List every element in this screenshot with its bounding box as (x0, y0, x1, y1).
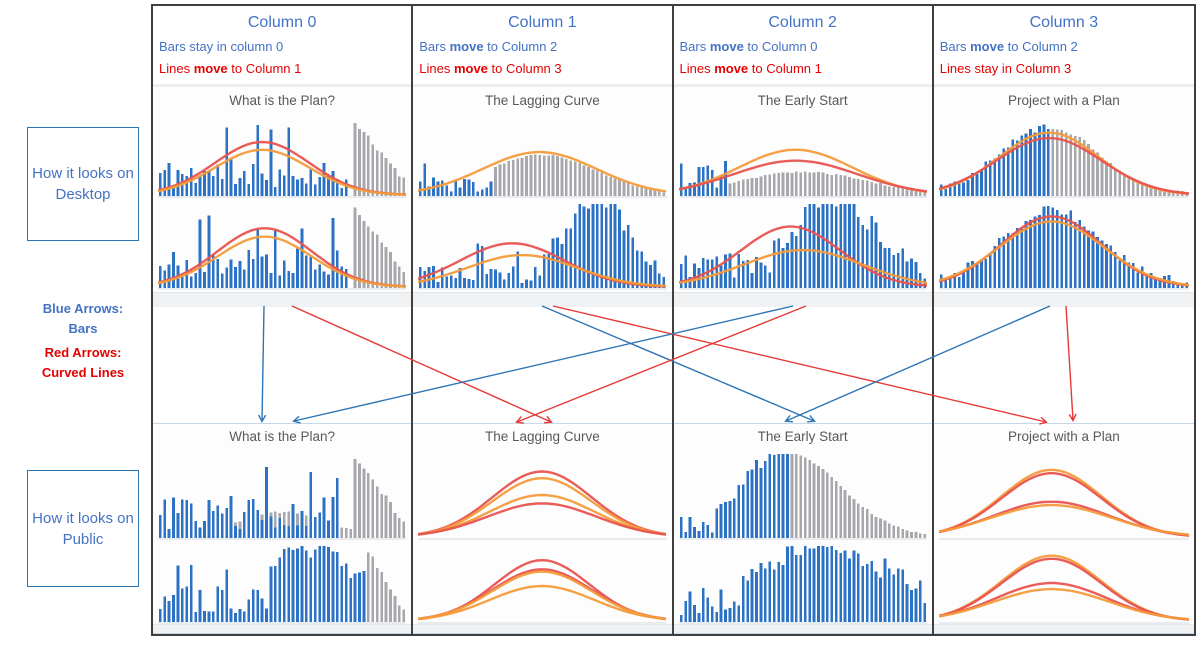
column-3: Column 3 Bars move to Column 2 Lines sta… (933, 6, 1194, 634)
bar-line-chart (158, 448, 407, 540)
column-0-header: Column 0 Bars stay in column 0 Lines mov… (153, 6, 411, 84)
lines-note: Lines move to Column 1 (679, 61, 822, 76)
arrow-legend: Blue Arrows: Bars Red Arrows: Curved Lin… (8, 299, 158, 383)
bar-line-chart (678, 540, 927, 624)
bars-note: Bars move to Column 0 (679, 39, 818, 54)
bar-line-chart (418, 198, 667, 290)
bar-line-chart (678, 448, 927, 540)
public-label-box: How it looks on Public (27, 470, 139, 587)
public-screenshot: The Lagging Curve (413, 423, 672, 634)
column-2: Column 2 Bars move to Column 0 Lines mov… (673, 6, 934, 634)
bars-note: Bars move to Column 2 (419, 39, 558, 54)
layout-table: Column 0 Bars stay in column 0 Lines mov… (151, 4, 1196, 636)
desktop-screenshot: The Lagging Curve (413, 84, 672, 307)
public-screenshot: Project with a Plan (933, 423, 1194, 634)
desktop-screenshot: What is the Plan? (153, 84, 412, 307)
public-screenshot: What is the Plan? (153, 423, 412, 634)
axis-strip (413, 292, 672, 307)
bar-line-chart (158, 198, 407, 290)
chart-title: What is the Plan? (229, 429, 336, 444)
bar-line-chart (678, 112, 927, 198)
column-2-header: Column 2 Bars move to Column 0 Lines mov… (674, 6, 932, 84)
chart-title: The Early Start (757, 429, 848, 444)
chart-title: The Lagging Curve (484, 429, 600, 444)
bar-line-chart (938, 112, 1189, 198)
bar-line-chart (938, 540, 1189, 624)
axis-strip (153, 624, 412, 633)
axis-strip (673, 292, 932, 307)
lines-note: Lines move to Column 1 (159, 61, 302, 76)
legend-blue-line1: Blue Arrows: (42, 301, 124, 316)
column-title: Column 3 (1029, 14, 1099, 31)
axis-strip (153, 292, 412, 307)
bar-line-chart (418, 112, 667, 198)
legend-red-arrows: Red Arrows: Curved Lines (8, 343, 158, 383)
legend-blue-arrows: Blue Arrows: Bars (8, 299, 158, 339)
axis-strip (413, 624, 672, 633)
bar-line-chart (678, 198, 927, 290)
axis-strip (673, 624, 932, 633)
bars-note: Bars stay in column 0 (159, 39, 284, 54)
column-1: Column 1 Bars move to Column 2 Lines mov… (413, 6, 674, 634)
chart-title: The Early Start (757, 93, 848, 108)
bar-line-chart (938, 448, 1189, 540)
lines-note: Lines stay in Column 3 (939, 61, 1072, 76)
lines-note: Lines move to Column 3 (419, 61, 562, 76)
bar-line-chart (158, 112, 407, 198)
desktop-label: How it looks on Desktop (32, 165, 134, 203)
column-title: Column 1 (508, 14, 577, 31)
column-title: Column 0 (247, 14, 317, 31)
bar-line-chart (158, 540, 407, 624)
chart-title: What is the Plan? (229, 93, 336, 108)
public-screenshot: The Early Start (673, 423, 932, 634)
bar-line-chart (938, 198, 1189, 290)
bar-line-chart (418, 540, 667, 624)
column-0: Column 0 Bars stay in column 0 Lines mov… (153, 6, 414, 634)
legend-red-line2: Curved Lines (41, 365, 125, 380)
chart-title: The Lagging Curve (484, 93, 600, 108)
column-3-header: Column 3 Bars move to Column 2 Lines sta… (934, 6, 1194, 84)
column-1-header: Column 1 Bars move to Column 2 Lines mov… (413, 6, 671, 84)
legend-blue-line2: Bars (68, 321, 98, 336)
public-label: How it looks on Public (32, 509, 134, 548)
chart-title: Project with a Plan (1007, 93, 1120, 108)
chart-title: Project with a Plan (1007, 429, 1120, 444)
axis-strip (933, 624, 1194, 633)
desktop-screenshot: Project with a Plan (933, 84, 1194, 307)
bar-line-chart (418, 448, 667, 540)
desktop-label-box: How it looks on Desktop (27, 127, 139, 241)
legend-red-line1: Red Arrows: (44, 345, 122, 360)
desktop-screenshot: The Early Start (673, 84, 932, 307)
bars-note: Bars move to Column 2 (939, 39, 1078, 54)
axis-strip (933, 292, 1194, 307)
column-title: Column 2 (768, 14, 837, 31)
